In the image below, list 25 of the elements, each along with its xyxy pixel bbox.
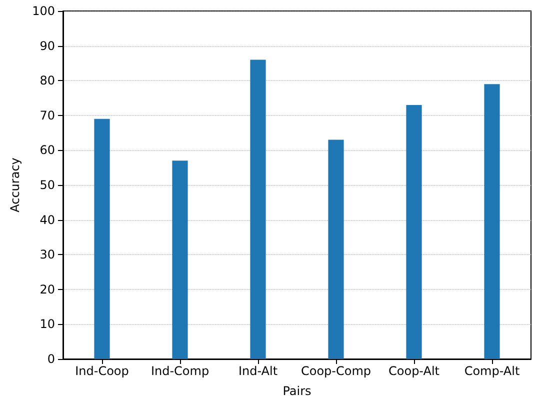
x-tick-label: Ind-Comp: [150, 364, 210, 378]
x-tick-label: Ind-Alt: [238, 364, 278, 378]
bar: [172, 160, 188, 359]
bar: [406, 104, 422, 359]
y-tick-label: 50: [40, 178, 55, 192]
y-tick-label: 0: [47, 352, 55, 366]
x-tick-label: Ind-Coop: [75, 364, 129, 378]
x-axis-title: Pairs: [282, 384, 312, 398]
bar: [328, 140, 344, 359]
x-tick-label: Comp-Alt: [464, 364, 520, 378]
y-tick-label: 60: [40, 143, 55, 158]
y-tick-label: 70: [40, 108, 55, 122]
y-tick-label: 30: [40, 248, 55, 262]
y-tick-label: 20: [40, 282, 55, 296]
x-tick-label: Coop-Alt: [388, 364, 440, 378]
x-tick-label: Coop-Comp: [300, 364, 372, 378]
y-tick-label: 100: [32, 4, 55, 18]
bar: [94, 118, 110, 359]
y-tick-label: 40: [40, 212, 55, 227]
y-tick-label: 90: [40, 38, 55, 53]
bar: [484, 84, 500, 359]
y-tick-label: 10: [40, 317, 55, 332]
bar: [250, 60, 266, 359]
y-tick-label: 80: [40, 74, 55, 88]
y-axis-title: Accuracy: [8, 158, 22, 212]
